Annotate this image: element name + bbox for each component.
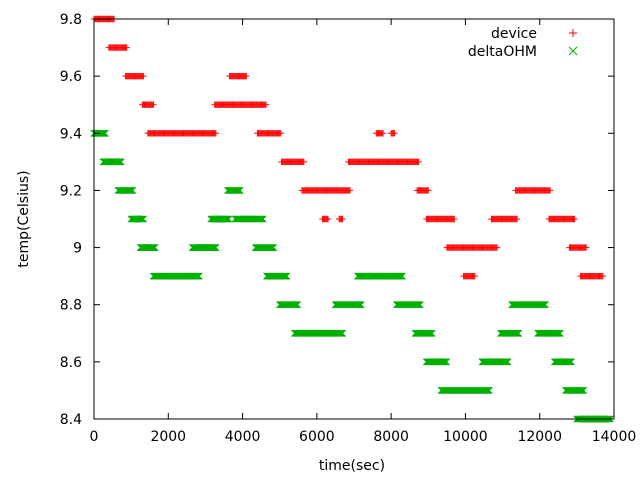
y-tick-labels: 8.4 8.6 8.8 9 9.2 9.4 9.6 9.8 (60, 12, 82, 428)
data-points-deltaOHM (497, 329, 523, 337)
y-tick-label: 9.8 (60, 12, 82, 28)
data-points-deltaOHM (393, 301, 424, 309)
y-tick-label: 8.6 (60, 355, 82, 371)
x-tick-labels: 0 2000 4000 6000 8000 10000 12000 14000 (90, 429, 637, 445)
x-tick-label: 8000 (373, 429, 409, 445)
data-points-deltaOHM (188, 244, 220, 252)
data-points-device (460, 272, 478, 280)
y-tick-label: 9.6 (60, 69, 82, 85)
data-points-device (577, 272, 607, 280)
data-points-deltaOHM (354, 272, 406, 280)
data-points-deltaOHM (224, 186, 244, 194)
data-points-deltaOHM (114, 186, 137, 194)
legend-marker-symbol (568, 46, 578, 56)
plot-marks (90, 15, 614, 423)
legend-label-deltaohm: deltaOHM (468, 44, 537, 60)
legend: device deltaOHM (468, 26, 578, 60)
x-tick-label: 12000 (517, 429, 562, 445)
series-device (90, 15, 607, 280)
data-points-device (139, 101, 157, 108)
data-points-deltaOHM (276, 301, 302, 309)
data-points-device (345, 158, 422, 166)
legend-label-device: device (491, 26, 537, 42)
x-tick-label: 6000 (299, 429, 335, 445)
x-tick-label: 4000 (225, 429, 261, 445)
legend-marker-deltaohm (568, 46, 578, 56)
y-axis-title: temp(Celsius) (16, 170, 32, 267)
data-points-device (105, 44, 130, 51)
data-points-device (423, 215, 458, 223)
data-points-deltaOHM (437, 386, 493, 394)
data-points-device (278, 158, 308, 166)
data-points-deltaOHM (562, 386, 588, 394)
data-points-deltaOHM (252, 244, 277, 252)
data-points-device (211, 101, 270, 108)
plot-frame (93, 18, 615, 420)
data-points-deltaOHM (508, 301, 549, 309)
data-points-deltaOHM (422, 358, 451, 366)
legend-marker-symbol (569, 29, 577, 37)
data-points-deltaOHM (207, 215, 233, 223)
data-points-device (319, 215, 332, 223)
y-tick-label: 9 (73, 241, 82, 257)
data-points-device (413, 187, 432, 194)
data-points-device (566, 244, 590, 251)
x-axis-title: time(sec) (319, 458, 385, 474)
data-points-device (488, 215, 521, 223)
x-tick-label: 14000 (592, 429, 637, 445)
data-points-deltaOHM (127, 215, 147, 223)
y-tick-label: 8.8 (60, 298, 82, 314)
data-points-deltaOHM (291, 329, 347, 337)
data-points-deltaOHM (263, 272, 291, 280)
data-points-deltaOHM (411, 329, 436, 337)
legend-marker-device (569, 29, 577, 37)
data-points-device (298, 187, 354, 194)
x-tick-label: 10000 (443, 429, 488, 445)
data-points-deltaOHM (149, 272, 203, 280)
data-points-device (254, 130, 285, 137)
data-points-deltaOHM (231, 215, 267, 223)
data-points-device (335, 215, 346, 223)
series-deltaOHM (90, 129, 614, 423)
data-points-deltaOHM (534, 329, 564, 337)
data-points-device (512, 187, 554, 194)
x-tick-label: 0 (90, 429, 99, 445)
data-points-deltaOHM (99, 158, 125, 166)
data-points-device (387, 130, 398, 137)
data-points-device (545, 215, 578, 223)
data-points-device (443, 244, 501, 251)
data-points-deltaOHM (478, 358, 512, 366)
data-points-device (122, 72, 147, 80)
data-points-device (144, 130, 220, 137)
x-tick-label: 2000 (150, 429, 186, 445)
y-tick-label: 9.2 (60, 183, 82, 199)
data-points-device (373, 130, 387, 137)
y-tick-label: 8.4 (60, 412, 82, 428)
data-points-deltaOHM (136, 244, 159, 252)
y-tick-label: 9.4 (60, 126, 82, 142)
data-points-device (226, 72, 250, 80)
data-points-deltaOHM (551, 358, 575, 366)
data-points-deltaOHM (331, 301, 365, 309)
axis-ticks (93, 18, 615, 420)
